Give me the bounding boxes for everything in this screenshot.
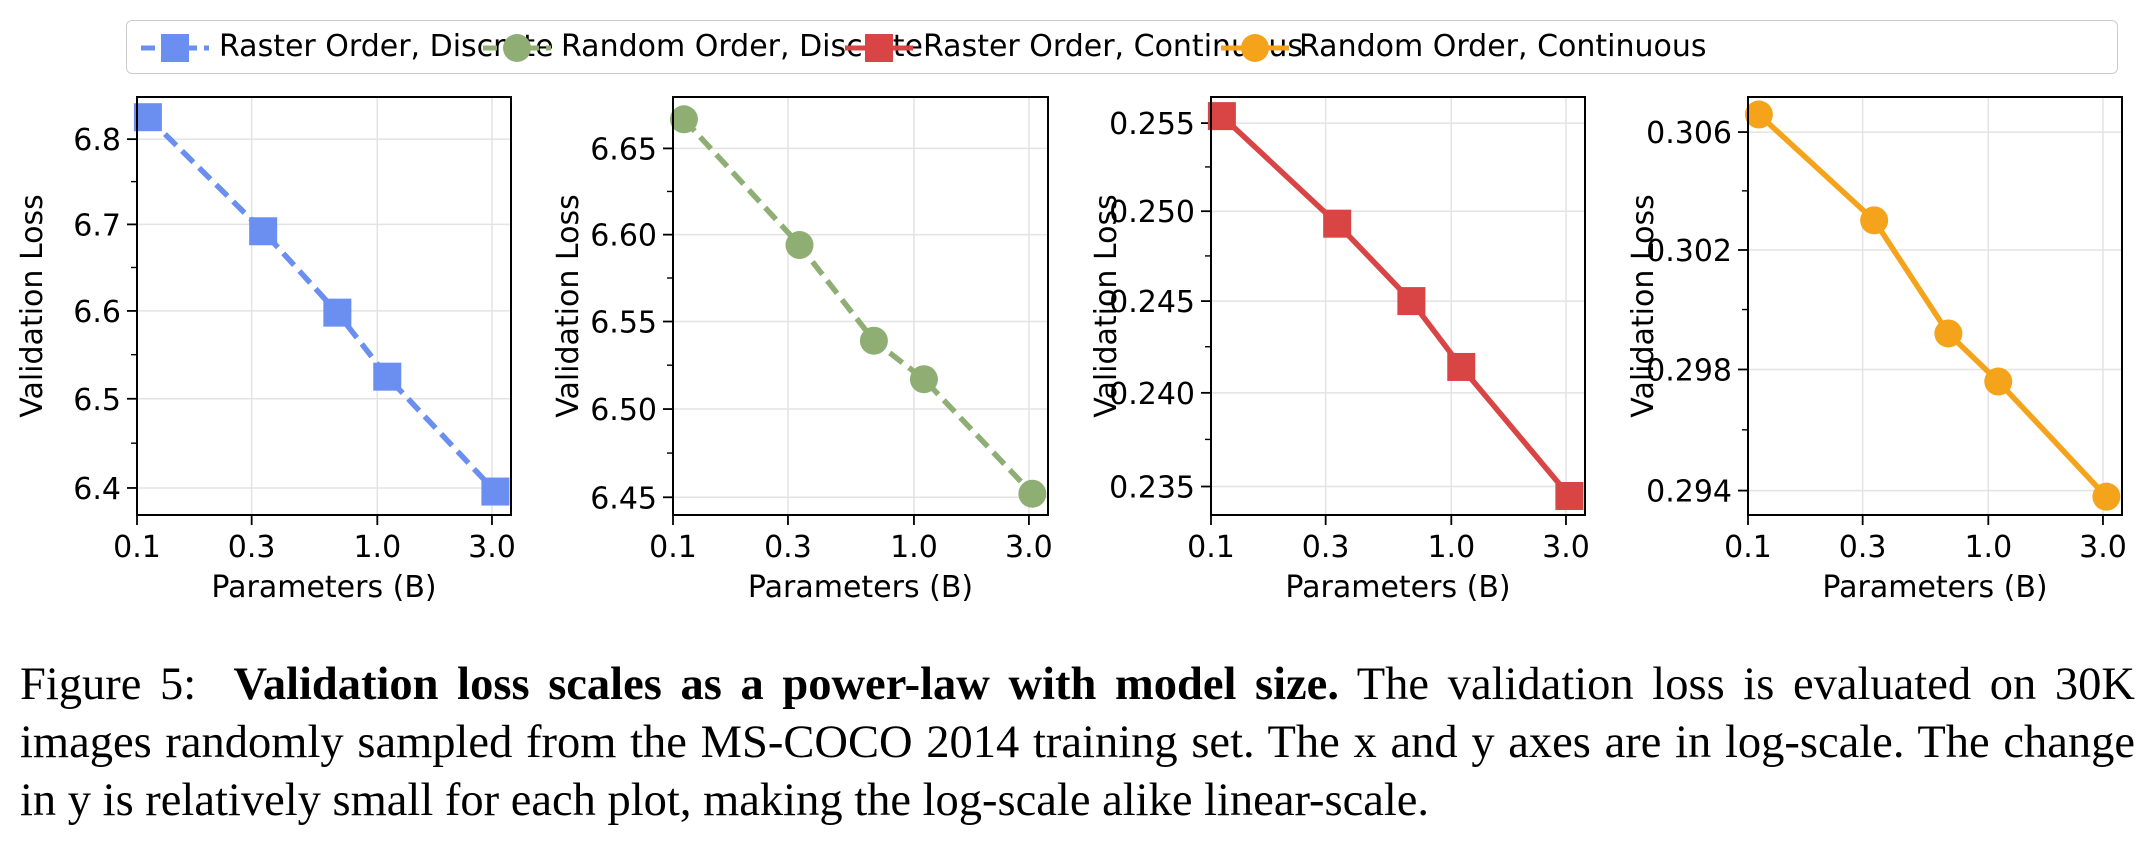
legend-marker [503,34,531,62]
y-tick-label: 6.5 [73,383,121,418]
x-axis-label: Parameters (B) [211,570,436,605]
x-tick-label: 0.3 [228,530,276,565]
series-line [145,115,498,494]
y-tick-label: 6.50 [590,393,657,428]
x-tick-label: 3.0 [1005,530,1053,565]
data-point [1207,102,1236,131]
data-point [133,103,162,132]
caption-label: Figure 5: [20,659,197,710]
x-tick-label: 1.0 [1964,530,2012,565]
data-point [669,105,698,134]
series-line [681,117,1035,496]
caption-text: The validation loss is evaluated on 30K … [20,659,2135,826]
y-tick-label: 6.55 [590,306,657,341]
x-axis-label: Parameters (B) [1822,570,2047,605]
y-tick-label: 0.306 [1646,116,1732,151]
data-point [481,477,510,506]
y-tick-label: 6.6 [73,295,121,330]
data-point [1934,319,1963,348]
data-point [1555,481,1584,510]
y-axis-label: Validation Loss [1626,194,1661,417]
y-tick-label: 0.245 [1109,285,1195,320]
y-tick-label: 0.235 [1109,471,1195,506]
legend-label: Raster Order, Discrete [219,29,554,64]
plot-frame [136,96,512,516]
data-point [909,365,938,394]
plot-frame [672,96,1049,516]
data-point [785,231,814,260]
y-tick-label: 6.65 [590,132,657,167]
legend-marker [161,34,189,62]
legend: Raster Order, Discrete Random Order, Dis… [126,20,2118,74]
legend-swatch-random-continuous [1221,34,1289,62]
y-axis-label: Validation Loss [1089,194,1124,417]
series-line [1757,112,2109,499]
data-point [1018,479,1047,508]
data-point [1447,352,1476,381]
x-tick-label: 0.1 [113,530,161,565]
data-point [1744,100,1773,129]
x-tick-label: 0.1 [1724,530,1772,565]
data-point [1984,367,2013,396]
data-point [1860,206,1889,235]
x-axis-label: Parameters (B) [1285,570,1510,605]
plot-frame [1747,96,2123,516]
legend-swatch-random-discrete [483,34,551,62]
y-tick-label: 6.60 [590,219,657,254]
y-tick-label: 6.4 [73,472,121,507]
chart-1: 6.4 6.5 6.6 6.7 6.8 0.1 0.3 1.0 3.0 Parameters (B… [15,96,516,605]
x-tick-label: 1.0 [1427,530,1475,565]
data-point [323,298,352,327]
x-tick-label: 3.0 [2079,530,2127,565]
data-point [249,217,278,246]
y-tick-label: 0.294 [1646,475,1732,510]
x-axis-label: Parameters (B) [748,570,973,605]
y-tick-label: 0.298 [1646,353,1732,388]
figure-caption: Figure 5: Validation loss scales as a po… [20,656,2135,830]
x-tick-label: 3.0 [1542,530,1590,565]
y-tick-label: 0.240 [1109,377,1195,412]
x-tick-label: 1.0 [890,530,938,565]
legend-label: Random Order, Continuous [1299,29,1707,64]
data-point [373,362,402,391]
charts-area: 6.4 6.5 6.6 6.7 6.8 0.1 0.3 1.0 3.0 Parameters (B… [15,96,2127,605]
x-tick-label: 1.0 [353,530,401,565]
x-tick-label: 0.1 [649,530,697,565]
y-axis-label: Validation Loss [551,194,586,417]
data-point [1323,209,1352,238]
legend-marker [865,34,893,62]
y-tick-label: 0.250 [1109,195,1195,230]
x-tick-label: 0.3 [1302,530,1350,565]
plot-frame [1210,96,1586,516]
series-line [1220,114,1572,498]
x-tick-label: 0.1 [1187,530,1235,565]
legend-swatch-raster-discrete [141,34,209,62]
y-tick-label: 6.45 [590,481,657,516]
chart-2: 6.45 6.50 6.55 6.60 6.65 0.1 0.3 1.0 3.0 Paramete… [551,96,1053,605]
x-tick-label: 0.3 [1839,530,1887,565]
legend-marker [1241,34,1269,62]
y-tick-label: 0.255 [1109,107,1195,142]
x-tick-label: 3.0 [468,530,516,565]
data-point [1397,287,1426,316]
y-axis-label: Validation Loss [15,194,50,417]
y-tick-label: 6.8 [73,123,121,158]
legend-swatch-raster-continuous [845,34,913,62]
data-point [859,326,888,355]
y-tick-label: 6.7 [73,208,121,243]
chart-3: 0.235 0.240 0.245 0.250 0.255 0.1 0.3 1.0 3.0 Par… [1089,96,1590,605]
caption-bold: Validation loss scales as a power-law wi… [233,659,1339,710]
x-tick-label: 0.3 [764,530,812,565]
y-tick-label: 0.302 [1646,234,1732,269]
chart-4: 0.294 0.298 0.302 0.306 0.1 0.3 1.0 3.0 Paramete… [1626,96,2127,605]
data-point [2092,482,2121,511]
